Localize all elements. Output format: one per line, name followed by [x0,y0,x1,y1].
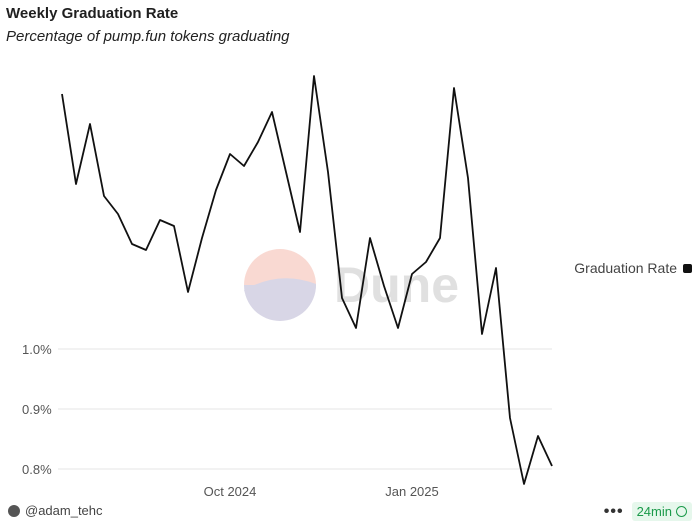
dune-watermark: Dune [244,249,459,321]
legend[interactable]: Graduation Rate [574,260,692,276]
check-circle-icon [676,506,687,517]
data-point[interactable] [408,270,416,278]
data-point[interactable] [282,168,290,176]
y-tick-label: 1.0% [22,342,52,357]
data-point[interactable] [156,216,164,224]
data-point[interactable] [534,432,542,440]
footer-actions: ••• 24min [604,502,692,521]
data-point[interactable] [422,258,430,266]
legend-swatch [683,263,692,273]
y-tick-label: 0.9% [22,402,52,417]
data-point[interactable] [464,174,472,182]
refresh-age: 24min [636,504,672,519]
data-point[interactable] [506,414,514,422]
data-point[interactable] [254,138,262,146]
legend-label: Graduation Rate [574,260,677,276]
data-point[interactable] [170,222,178,230]
data-point[interactable] [198,234,206,242]
x-tick-label: Oct 2024 [204,484,257,499]
data-point[interactable] [240,162,248,170]
data-point[interactable] [184,288,192,296]
series-line-graduation-rate[interactable] [61,75,553,485]
svg-text:Dune: Dune [334,257,459,313]
avatar [8,504,20,517]
data-point[interactable] [380,282,388,290]
data-point[interactable] [548,462,556,470]
data-point[interactable] [142,246,150,254]
author-link[interactable]: @adam_tehc [8,503,103,518]
data-point[interactable] [520,480,528,488]
chart-title: Weekly Graduation Rate [6,5,179,22]
data-point[interactable] [310,72,318,80]
x-tick-label: Jan 2025 [385,484,439,499]
more-options-icon[interactable]: ••• [603,502,624,520]
data-point[interactable] [324,168,332,176]
chart-subtitle: Percentage of pump.fun tokens graduating [6,28,290,45]
author-name: @adam_tehc [25,503,103,518]
data-point[interactable] [450,84,458,92]
data-point[interactable] [86,120,94,128]
data-point[interactable] [128,240,136,248]
data-point[interactable] [72,180,80,188]
data-point[interactable] [338,294,346,302]
data-point[interactable] [296,228,304,236]
data-point[interactable] [58,90,66,98]
data-point[interactable] [226,150,234,158]
data-point[interactable] [100,192,108,200]
refresh-badge[interactable]: 24min [631,502,692,521]
data-point[interactable] [394,324,402,332]
data-point[interactable] [492,264,500,272]
data-point[interactable] [366,234,374,242]
data-point[interactable] [436,234,444,242]
data-point[interactable] [352,324,360,332]
y-tick-label: 0.8% [22,462,52,477]
data-point[interactable] [114,210,122,218]
data-point[interactable] [212,186,220,194]
data-point[interactable] [478,330,486,338]
data-point[interactable] [268,108,276,116]
